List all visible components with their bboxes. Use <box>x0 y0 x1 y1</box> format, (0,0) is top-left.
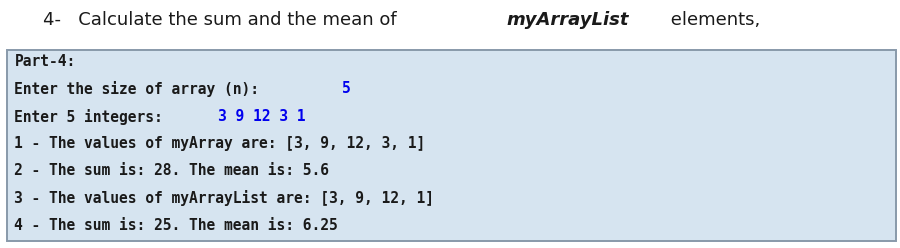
Text: 3 - The values of myArrayList are: [3, 9, 12, 1]: 3 - The values of myArrayList are: [3, 9… <box>14 190 435 207</box>
Text: Enter the size of array (n):: Enter the size of array (n): <box>14 81 268 97</box>
Text: 2 - The sum is: 28. The mean is: 5.6: 2 - The sum is: 28. The mean is: 5.6 <box>14 163 329 178</box>
Text: 4-   Calculate the sum and the mean of: 4- Calculate the sum and the mean of <box>43 11 402 29</box>
Text: myArrayList: myArrayList <box>507 11 629 29</box>
Text: 3 9 12 3 1: 3 9 12 3 1 <box>218 109 305 124</box>
Text: elements,: elements, <box>665 11 760 29</box>
Text: Enter 5 integers:: Enter 5 integers: <box>14 109 172 125</box>
FancyBboxPatch shape <box>7 50 896 241</box>
Text: Part-4:: Part-4: <box>14 54 76 69</box>
Text: 5: 5 <box>342 81 351 96</box>
Text: 4 - The sum is: 25. The mean is: 6.25: 4 - The sum is: 25. The mean is: 6.25 <box>14 218 338 233</box>
Text: 1 - The values of myArray are: [3, 9, 12, 3, 1]: 1 - The values of myArray are: [3, 9, 12… <box>14 136 426 151</box>
